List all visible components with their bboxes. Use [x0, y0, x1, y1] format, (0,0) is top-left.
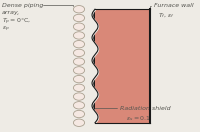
- Text: $\varepsilon_p$: $\varepsilon_p$: [2, 24, 10, 34]
- Circle shape: [73, 41, 85, 48]
- Circle shape: [73, 93, 85, 100]
- Circle shape: [73, 14, 85, 22]
- Circle shape: [73, 6, 85, 13]
- Circle shape: [73, 75, 85, 83]
- Text: $T_f$, $\varepsilon_f$: $T_f$, $\varepsilon_f$: [158, 11, 175, 20]
- Text: Furnace wall: Furnace wall: [154, 3, 194, 8]
- Circle shape: [73, 23, 85, 30]
- Circle shape: [73, 67, 85, 74]
- Circle shape: [73, 49, 85, 57]
- Circle shape: [73, 84, 85, 91]
- Circle shape: [73, 32, 85, 39]
- Bar: [95, 9, 150, 123]
- Circle shape: [73, 58, 85, 65]
- Text: Dense piping: Dense piping: [2, 3, 43, 8]
- Text: $\varepsilon_s = 0.1$: $\varepsilon_s = 0.1$: [126, 114, 151, 123]
- Circle shape: [73, 119, 85, 126]
- Circle shape: [73, 110, 85, 118]
- Bar: [91, 9, 95, 123]
- Text: array,: array,: [2, 10, 20, 15]
- Text: $T_p = 0$°C,: $T_p = 0$°C,: [2, 16, 31, 27]
- Circle shape: [73, 102, 85, 109]
- Text: Radiation shield: Radiation shield: [120, 106, 171, 111]
